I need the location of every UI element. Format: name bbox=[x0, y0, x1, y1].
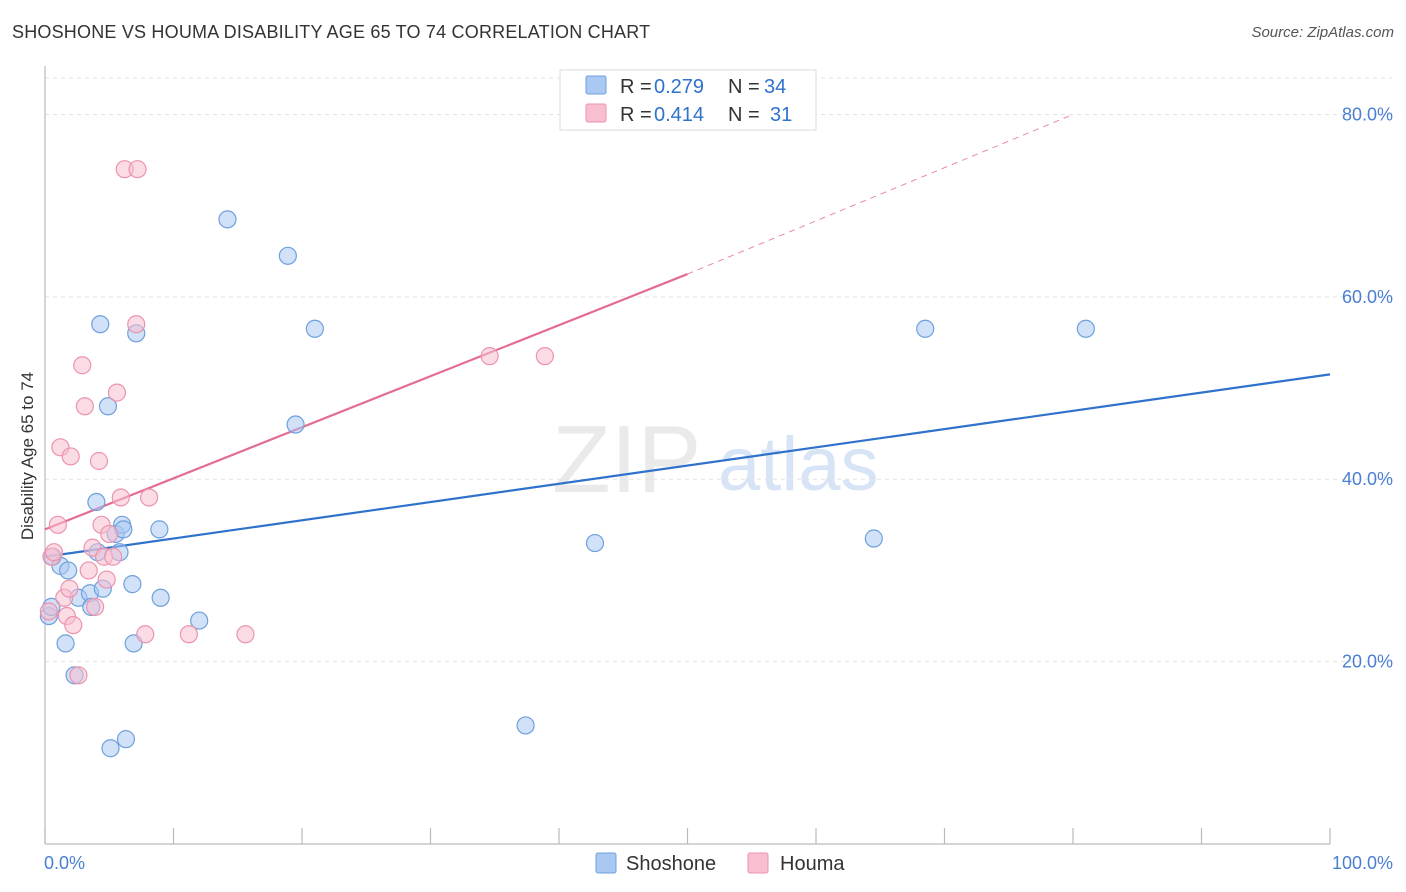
axes: 20.0% 40.0% 60.0% 80.0% 0.0% 100.0% bbox=[44, 66, 1393, 873]
shoshone-point bbox=[123, 575, 142, 594]
legend-swatch-shoshone bbox=[585, 75, 607, 95]
trend-line-houma bbox=[44, 273, 688, 531]
shoshone-point bbox=[59, 561, 78, 580]
houma-point bbox=[64, 616, 83, 635]
correlation-legend: R = 0.279 N = 34 R = 0.414 N = 31 bbox=[559, 69, 817, 131]
y-axis-title: Disability Age 65 to 74 bbox=[18, 372, 37, 540]
shoshone-point bbox=[218, 210, 237, 229]
houma-point bbox=[86, 597, 105, 617]
houma-point bbox=[111, 488, 130, 507]
legend-swatch-houma bbox=[585, 103, 607, 123]
houma-point bbox=[97, 570, 116, 589]
legend-r-value-houma: 0.414 bbox=[654, 104, 704, 126]
x-tick-label: 100.0% bbox=[1332, 853, 1393, 873]
houma-point bbox=[60, 579, 79, 598]
trend-line-houma-extension bbox=[687, 114, 1074, 275]
shoshone-point bbox=[286, 415, 305, 434]
houma-point bbox=[236, 625, 255, 644]
houma-point bbox=[79, 561, 98, 580]
source-credit: Source: ZipAtlas.com bbox=[1251, 24, 1394, 41]
shoshone-point bbox=[305, 319, 324, 338]
houma-point bbox=[69, 666, 88, 685]
watermark-atlas: atlas bbox=[718, 422, 879, 507]
y-tick-label: 80.0% bbox=[1342, 104, 1393, 124]
shoshone-point bbox=[56, 634, 75, 653]
legend-r-label-houma: R = bbox=[620, 104, 652, 126]
series-legend-swatch-shoshone bbox=[595, 852, 617, 874]
shoshone-point bbox=[87, 492, 106, 512]
houma-point bbox=[480, 347, 499, 366]
y-tick-label: 60.0% bbox=[1342, 287, 1393, 307]
houma-point bbox=[179, 625, 199, 644]
houma-point bbox=[100, 524, 119, 544]
shoshone-point bbox=[585, 533, 605, 553]
grid-lines bbox=[45, 77, 1392, 663]
legend-n-value-shoshone: 34 bbox=[764, 76, 786, 98]
series-legend: Shoshone Houma bbox=[595, 852, 845, 875]
shoshone-point bbox=[116, 730, 136, 749]
houma-point bbox=[48, 515, 67, 534]
legend-r-label-shoshone: R = bbox=[620, 76, 652, 98]
legend-r-value-shoshone: 0.279 bbox=[654, 76, 704, 98]
houma-point bbox=[128, 160, 147, 179]
series-legend-label-houma: Houma bbox=[780, 853, 845, 875]
y-tick-label: 40.0% bbox=[1342, 469, 1393, 489]
watermark-zip: ZIP bbox=[552, 406, 701, 513]
houma-point bbox=[107, 383, 127, 402]
shoshone-point bbox=[150, 520, 169, 539]
legend-n-value-houma: 31 bbox=[770, 104, 792, 126]
houma-point bbox=[139, 488, 159, 507]
shoshone-point bbox=[916, 319, 935, 338]
shoshone-point bbox=[516, 716, 535, 735]
shoshone-point bbox=[151, 588, 170, 607]
houma-point bbox=[73, 356, 92, 375]
shoshone-point bbox=[190, 611, 209, 630]
trend-lines bbox=[44, 114, 1331, 558]
houma-point bbox=[44, 543, 64, 562]
series-legend-swatch-houma bbox=[747, 852, 769, 874]
houma-point bbox=[61, 447, 80, 466]
shoshone-point bbox=[864, 529, 883, 548]
shoshone-point bbox=[278, 246, 297, 265]
y-tick-label: 20.0% bbox=[1342, 652, 1393, 672]
chart-title: SHOSHONE VS HOUMA DISABILITY AGE 65 TO 7… bbox=[12, 22, 651, 42]
houma-point bbox=[535, 347, 554, 366]
houma-point bbox=[104, 547, 123, 566]
trend-line-shoshone bbox=[44, 373, 1331, 558]
shoshone-point bbox=[1076, 319, 1095, 338]
data-points bbox=[39, 160, 1095, 758]
houma-point bbox=[39, 602, 58, 621]
legend-n-label-houma: N = bbox=[728, 104, 760, 126]
series-legend-label-shoshone: Shoshone bbox=[626, 853, 716, 875]
houma-point bbox=[136, 625, 155, 644]
x-tick-label: 0.0% bbox=[44, 853, 85, 873]
shoshone-point bbox=[101, 739, 120, 758]
shoshone-point bbox=[98, 397, 118, 416]
houma-point bbox=[127, 315, 146, 334]
shoshone-point bbox=[91, 315, 110, 334]
legend-n-label-shoshone: N = bbox=[728, 76, 760, 98]
houma-point bbox=[75, 397, 94, 416]
watermark: ZIP atlas bbox=[552, 406, 879, 513]
houma-point bbox=[89, 451, 109, 471]
